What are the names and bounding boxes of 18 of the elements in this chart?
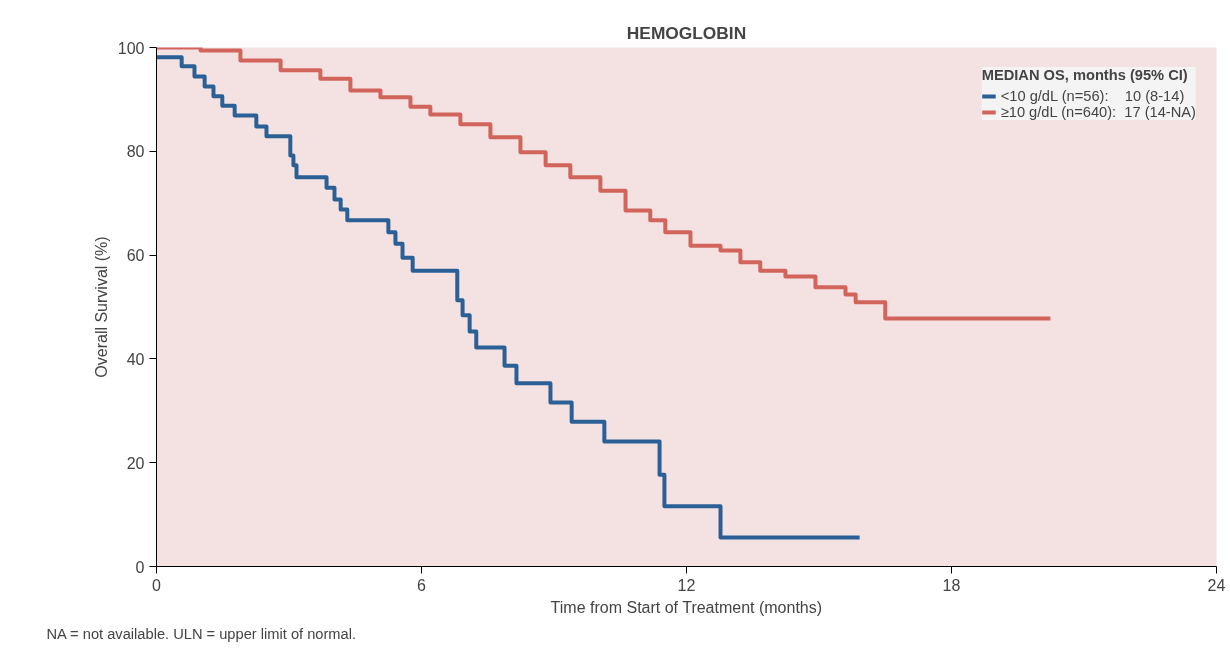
y-tick-label: 0 <box>135 558 145 576</box>
x-tick-label: 24 <box>1207 576 1226 594</box>
y-tick-label: 60 <box>126 247 145 265</box>
x-tick-label: 18 <box>942 576 961 594</box>
x-axis-title: Time from Start of Treatment (months) <box>550 598 823 616</box>
legend-label: ≥10 g/dL (n=640): 17 (14-NA) <box>1000 104 1196 120</box>
y-tick-label: 100 <box>117 39 145 57</box>
x-tick-label: 6 <box>417 576 427 594</box>
y-tick-label: 40 <box>126 350 145 368</box>
y-axis-title: Overall Survival (%) <box>92 236 110 378</box>
y-tick-label: 80 <box>126 143 145 161</box>
x-tick-label: 0 <box>152 576 162 594</box>
text: NA = not available. ULN = upper limit of normal. <box>46 625 357 642</box>
chart-title: HEMOGLOBIN <box>626 22 747 43</box>
legend-label: <10 g/dL (n=56): 10 (8-14) <box>1000 88 1185 104</box>
x-tick-label: 12 <box>677 576 696 594</box>
legend-title: MEDIAN OS, months (95% CI) <box>981 67 1189 83</box>
y-tick-label: 20 <box>126 454 145 472</box>
